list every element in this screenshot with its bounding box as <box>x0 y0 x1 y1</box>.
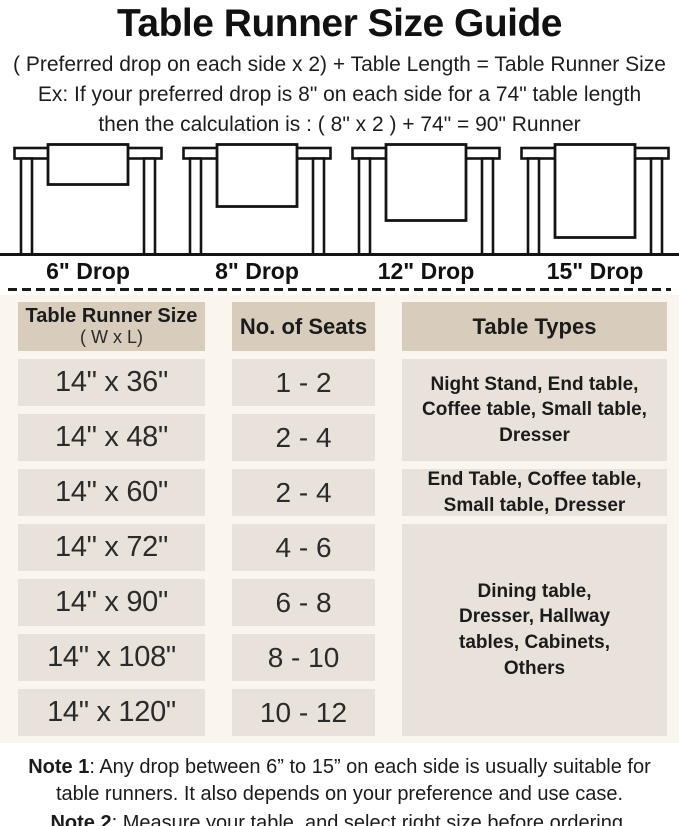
size-cell-14x48: 14" x 48" <box>18 414 205 461</box>
size-table-section: Table Runner Size ( W x L) No. of Seats … <box>0 295 679 743</box>
notes-section: Note 1: Any drop between 6” to 15” on ea… <box>0 743 679 826</box>
seats-cell-row4: 4 - 6 <box>232 524 375 571</box>
table-types-text-1: Night Stand, End table, Coffee table, Sm… <box>422 373 647 446</box>
header-runner-size: Table Runner Size ( W x L) <box>18 302 205 351</box>
drop-labels-row: 6" Drop 8" Drop 12" Drop 15" Drop <box>0 258 679 285</box>
size-cell-14x72: 14" x 72" <box>18 524 205 571</box>
table-runner-figure-6in-drop-icon <box>13 143 163 253</box>
seats-cell-row5: 6 - 8 <box>232 579 375 626</box>
drop-label-6in: 6" Drop <box>46 258 130 284</box>
table-types-cell-end-tables: End Table, Coffee table, Small table, Dr… <box>402 469 667 516</box>
note-2: Note 2: Measure your table, and select r… <box>6 810 673 826</box>
size-cell-14x60: 14" x 60" <box>18 469 205 516</box>
table-runner-figure-12in-drop-icon <box>351 143 501 253</box>
drop-label-8in: 8" Drop <box>215 258 299 284</box>
dashed-divider <box>8 288 671 291</box>
note-2-text: : Measure your table, and select right s… <box>111 812 629 826</box>
size-table: Table Runner Size ( W x L) No. of Seats … <box>18 302 667 736</box>
table-types-text-3: Dining table, Dresser, Hallway tables, C… <box>458 580 611 679</box>
seats-cell-row7: 10 - 12 <box>232 689 375 736</box>
size-cell-14x90: 14" x 90" <box>18 579 205 626</box>
drop-label-12in: 12" Drop <box>377 258 475 284</box>
page-title: Table Runner Size Guide <box>116 2 563 45</box>
size-cell-14x120: 14" x 120" <box>18 689 205 736</box>
seats-cell-row1: 1 - 2 <box>232 359 375 406</box>
size-cell-14x36: 14" x 36" <box>18 359 205 406</box>
note-1-label: Note 1 <box>28 756 90 778</box>
example-line-2: then the calculation is : ( 8" x 2 ) + 7… <box>98 113 581 136</box>
header-runner-size-line2: ( W x L) <box>80 327 143 348</box>
header-table-types: Table Types <box>402 302 667 351</box>
drop-label-15in: 15" Drop <box>546 258 644 284</box>
table-runner-figure-8in-drop-icon <box>182 143 332 253</box>
seats-cell-row6: 8 - 10 <box>232 634 375 681</box>
table-types-cell-dining-tables: Dining table, Dresser, Hallway tables, C… <box>402 524 667 736</box>
note-1: Note 1: Any drop between 6” to 15” on ea… <box>6 754 673 808</box>
note-2-label: Note 2 <box>50 812 112 826</box>
note-1-text: : Any drop between 6” to 15” on each sid… <box>55 756 651 805</box>
seats-cell-row2: 2 - 4 <box>232 414 375 461</box>
header-no-of-seats: No. of Seats <box>232 302 375 351</box>
drop-illustrations <box>0 143 679 256</box>
formula-text: ( Preferred drop on each side x 2) + Tab… <box>13 53 666 76</box>
table-types-text-2: End Table, Coffee table, Small table, Dr… <box>427 468 642 516</box>
header-runner-size-line1: Table Runner Size <box>25 305 198 328</box>
example-line-1: Ex: If your preferred drop is 8" on each… <box>37 83 642 106</box>
table-runner-figure-15in-drop-icon <box>520 143 670 253</box>
seats-cell-row3: 2 - 4 <box>232 469 375 516</box>
size-cell-14x108: 14" x 108" <box>18 634 205 681</box>
table-types-cell-small-tables: Night Stand, End table, Coffee table, Sm… <box>402 359 667 461</box>
